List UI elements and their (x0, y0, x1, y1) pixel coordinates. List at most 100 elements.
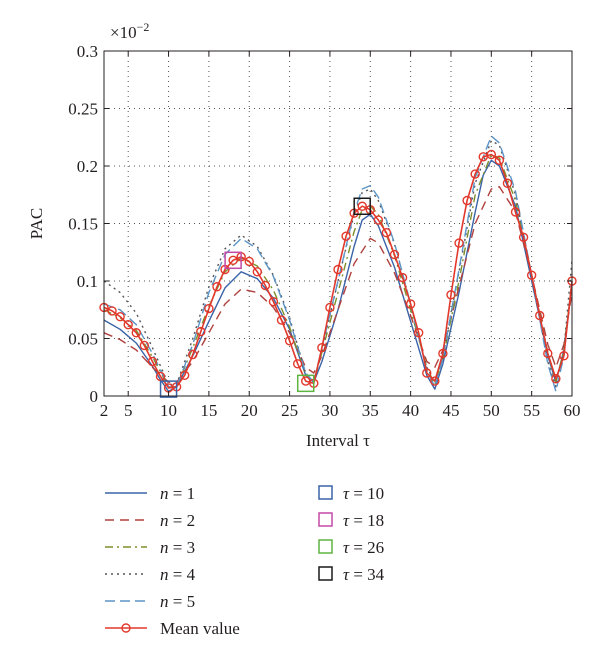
mean-marker (196, 326, 206, 337)
mean-marker (284, 336, 295, 346)
mean-marker (526, 270, 537, 280)
mean-marker (333, 264, 343, 275)
x-tick-label: 35 (362, 401, 379, 420)
mean-marker (252, 267, 263, 277)
mean-marker (276, 315, 287, 325)
mean-marker (438, 348, 448, 359)
y-tick-label: 0.25 (68, 100, 98, 119)
mean-marker (357, 201, 367, 211)
x-tick-label: 30 (321, 401, 338, 420)
x-tick-label: 45 (442, 401, 459, 420)
y-tick-label: 0.15 (68, 215, 98, 234)
legend-label: τ = 26 (343, 538, 384, 557)
series-line (103, 159, 573, 393)
x-tick-label: 50 (483, 401, 500, 420)
x-tick-label: 5 (124, 401, 133, 420)
mean-marker (373, 215, 384, 225)
mean-marker (147, 356, 158, 367)
legend-label: τ = 10 (343, 484, 384, 503)
mean-marker (397, 272, 408, 283)
mean-marker (131, 328, 141, 338)
mean-marker (454, 238, 464, 248)
mean-marker (389, 249, 400, 260)
legend-label: τ = 34 (343, 565, 385, 584)
mean-marker (494, 155, 505, 165)
mean-marker (228, 255, 238, 265)
mean-marker (139, 340, 150, 351)
y-multiplier: ×10−2 (110, 20, 149, 42)
mean-marker (446, 290, 456, 300)
x-axis-label: Interval τ (306, 431, 370, 450)
highlight-box (159, 380, 178, 398)
mean-marker (292, 359, 303, 369)
mean-marker (510, 207, 521, 217)
mean-marker (502, 178, 513, 188)
grid (104, 51, 572, 396)
x-tick-label: 25 (281, 401, 298, 420)
y-tick-label: 0.2 (77, 157, 98, 176)
mean-marker (212, 282, 222, 292)
mean-marker (204, 303, 214, 314)
mean-marker (341, 231, 351, 241)
legend-swatch-box (318, 485, 333, 500)
mean-marker (470, 169, 480, 179)
mean-marker (381, 227, 392, 238)
x-tick-label: 15 (200, 401, 217, 420)
legend-swatch-box (318, 566, 333, 581)
legend-label: Mean value (160, 619, 240, 638)
mean-marker (325, 302, 335, 313)
mean-marker (188, 349, 198, 360)
mean-marker (535, 310, 545, 321)
y-tick-label: 0.3 (77, 42, 98, 61)
mean-marker (422, 368, 432, 378)
mean-marker (413, 328, 424, 338)
x-tick-label: 55 (523, 401, 540, 420)
mean-marker (123, 320, 133, 330)
legend-label: n = 2 (160, 511, 195, 530)
legend-label: n = 3 (160, 538, 195, 557)
legend-label: n = 4 (160, 565, 196, 584)
mean-marker (268, 297, 279, 307)
mean-marker (551, 374, 561, 384)
series-line (103, 153, 573, 388)
mean-marker (260, 280, 271, 291)
x-tick-label: 40 (402, 401, 419, 420)
mean-marker (486, 149, 497, 160)
legend-label: n = 1 (160, 484, 195, 503)
legend-label: n = 5 (160, 592, 195, 611)
legend: n = 1 n = 2 n = 3 n = 4 n = 5 Mean value τ = 1… (105, 484, 385, 638)
highlight-boxes (159, 197, 371, 398)
y-tick-label: 0 (90, 387, 99, 406)
mean-marker (115, 311, 125, 322)
mean-marker (107, 306, 117, 316)
highlight-box (296, 374, 315, 393)
mean-marker (430, 376, 440, 386)
mean-marker (179, 370, 190, 380)
y-axis-label: PAC (27, 208, 46, 240)
y-tick-label: 0.05 (68, 330, 98, 349)
x-tick-label: 60 (564, 401, 581, 420)
mean-marker (244, 256, 254, 267)
series-lines (103, 135, 573, 393)
mean-marker (543, 348, 553, 359)
series-line (103, 186, 573, 383)
mean-marker (518, 232, 529, 243)
series-line (103, 135, 573, 393)
mean-marker (317, 343, 327, 353)
x-tick-label: 20 (241, 401, 258, 420)
mean-marker (559, 351, 569, 361)
highlight-box (224, 251, 242, 270)
mean-marker (405, 299, 416, 309)
series-line (103, 140, 573, 388)
legend-swatch-box (318, 512, 333, 527)
y-tick-label: 0.1 (77, 272, 98, 291)
highlight-box (353, 197, 371, 215)
x-tick-label: 10 (160, 401, 177, 420)
legend-swatch-box (318, 539, 333, 554)
legend-swatch-marker (121, 623, 131, 633)
mean-marker (462, 195, 472, 206)
axis-ticks: 2 5 10 15 20 25 30 35 40 45 50 55 60 0 0.05 0.1 0.15 0.2 0… (68, 42, 580, 420)
x-tick-label: 2 (100, 401, 109, 420)
legend-label: τ = 18 (343, 511, 384, 530)
